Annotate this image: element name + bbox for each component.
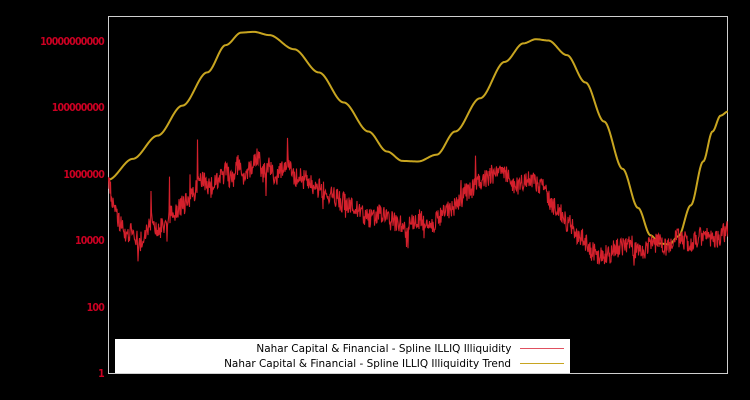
- legend-swatch-main-icon: [520, 343, 564, 354]
- series-main-group: [108, 137, 728, 266]
- legend-entry-trend[interactable]: Nahar Capital & Financial - Spline ILLIQ…: [115, 356, 564, 371]
- y-tick-label-2: 1000000: [63, 167, 104, 181]
- y-tick-label-4: 100: [86, 300, 105, 314]
- series-trend-line: [108, 30, 728, 246]
- series-main-line: [108, 137, 728, 266]
- chart-legend: Nahar Capital & Financial - Spline ILLIQ…: [115, 339, 570, 373]
- y-tick-label-1: 100000000: [51, 101, 105, 115]
- y-tick-label-0: 10000000000: [40, 34, 105, 48]
- y-tick-label-3: 10000: [74, 234, 105, 248]
- legend-label-trend: Nahar Capital & Financial - Spline ILLIQ…: [224, 357, 511, 370]
- y-axis-tick-labels: 10000000000 100000000 1000000 10000 100 1: [0, 0, 105, 400]
- legend-entry-main[interactable]: Nahar Capital & Financial - Spline ILLIQ…: [115, 341, 564, 356]
- legend-label-main: Nahar Capital & Financial - Spline ILLIQ…: [255, 342, 511, 355]
- legend-swatch-trend-icon: [520, 358, 564, 369]
- y-tick-label-5: 1: [98, 367, 105, 380]
- series-trend-group: [108, 30, 728, 246]
- plot-area: [108, 30, 728, 266]
